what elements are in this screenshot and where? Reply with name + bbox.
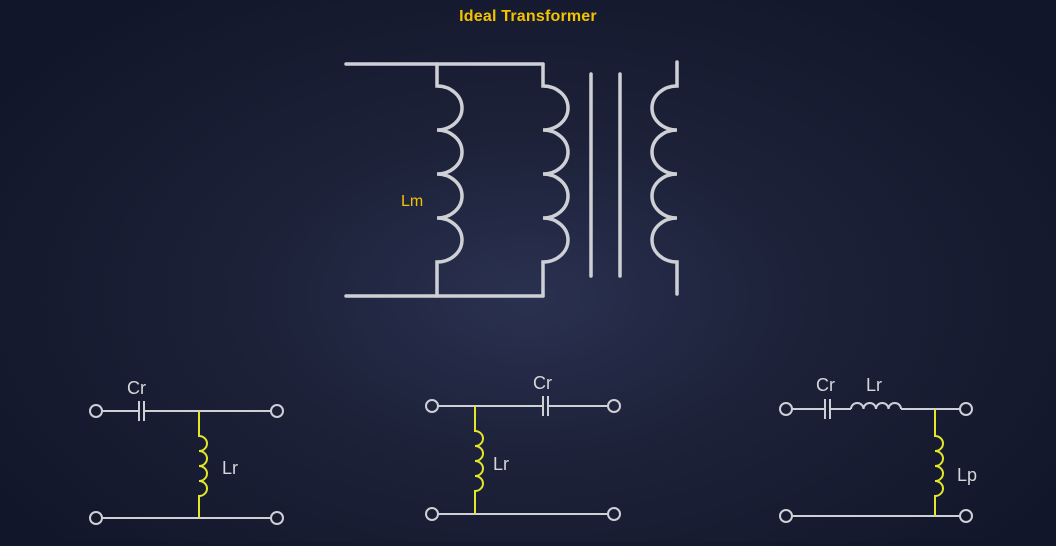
terminal-in-bottom[interactable] [779, 509, 793, 523]
c2-cr-label: Cr [533, 373, 552, 393]
c3-lr-label: Lr [866, 375, 882, 395]
capacitor-cr [138, 401, 145, 421]
circuit-right [779, 399, 973, 523]
capacitor-cr [824, 399, 831, 419]
terminal-out-bottom[interactable] [270, 511, 284, 525]
terminal-out-top[interactable] [959, 402, 973, 416]
inductor-lr [198, 411, 208, 518]
primary-winding [541, 62, 570, 298]
c1-cr-label: Cr [127, 378, 146, 398]
inductor-lp [934, 409, 944, 516]
c2-lr-label: Lr [493, 454, 509, 474]
diagram-title: Ideal Transformer [459, 8, 597, 25]
terminal-in-top[interactable] [779, 402, 793, 416]
terminal-out-top[interactable] [607, 399, 621, 413]
ideal-transformer [344, 60, 679, 298]
lm-winding [435, 62, 464, 298]
terminal-out-top[interactable] [270, 404, 284, 418]
secondary-winding [650, 60, 679, 296]
capacitor-cr [542, 396, 549, 416]
terminal-in-bottom[interactable] [425, 507, 439, 521]
terminal-out-bottom[interactable] [959, 509, 973, 523]
inductor-lr-series [850, 402, 902, 410]
terminal-out-bottom[interactable] [607, 507, 621, 521]
lm-label: Lm [401, 193, 423, 210]
c3-lp-label: Lp [957, 465, 977, 485]
circuit-middle [425, 396, 621, 521]
circuit-left [89, 401, 284, 525]
terminal-in-top[interactable] [89, 404, 103, 418]
inductor-lr [474, 406, 484, 514]
terminal-in-top[interactable] [425, 399, 439, 413]
terminal-in-bottom[interactable] [89, 511, 103, 525]
c3-cr-label: Cr [816, 375, 835, 395]
c1-lr-label: Lr [222, 458, 238, 478]
